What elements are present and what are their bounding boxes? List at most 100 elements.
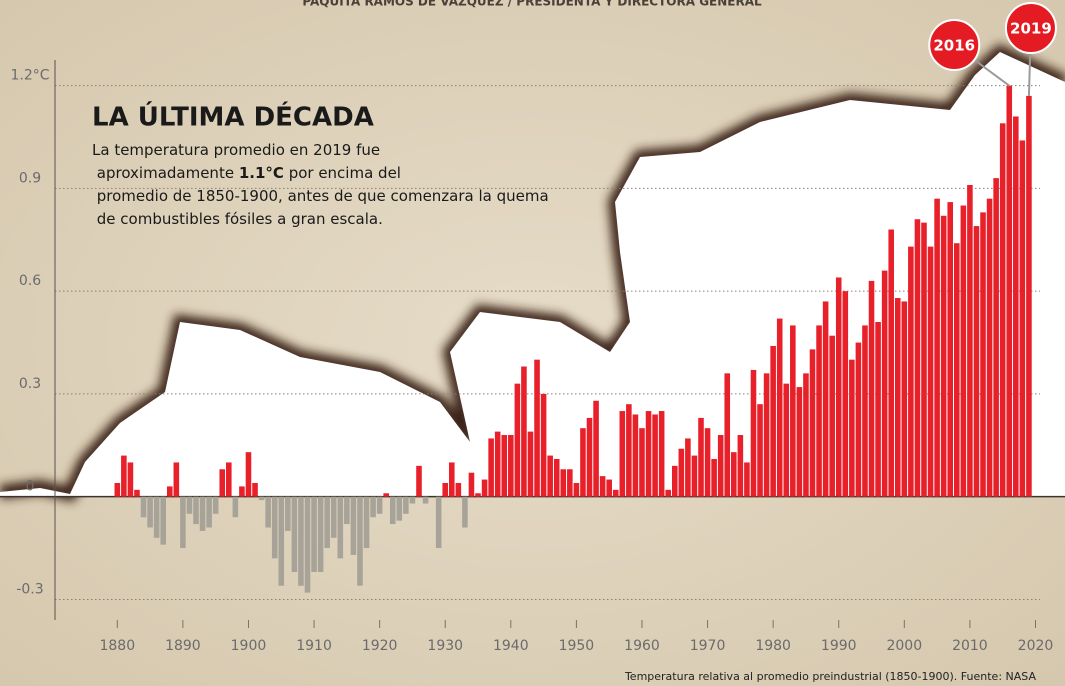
bar xyxy=(711,459,717,497)
bar xyxy=(193,497,199,524)
bar xyxy=(311,497,317,572)
bar xyxy=(633,414,639,496)
bar xyxy=(495,432,501,497)
bar xyxy=(541,394,547,497)
bar xyxy=(318,497,324,572)
bar xyxy=(593,401,599,497)
x-tick-label: 2010 xyxy=(952,638,988,654)
bar xyxy=(947,202,953,497)
bar xyxy=(187,497,193,514)
chart-title: LA ÚLTIMA DÉCADA xyxy=(92,101,374,133)
bar xyxy=(1006,86,1012,497)
subtitle-line: de combustibles fósiles a gran escala. xyxy=(92,210,383,228)
bar xyxy=(462,497,468,528)
x-tick-label: 2020 xyxy=(1018,638,1054,654)
subtitle-line: promedio de 1850-1900, antes de que come… xyxy=(92,187,549,205)
x-tick-label: 1990 xyxy=(821,638,857,654)
bar xyxy=(856,343,862,497)
bar xyxy=(744,462,750,496)
bar xyxy=(436,497,442,548)
bar xyxy=(829,336,835,497)
bar xyxy=(797,387,803,497)
bar xyxy=(941,216,947,497)
bar xyxy=(390,497,396,524)
bar xyxy=(265,497,271,528)
bar xyxy=(849,360,855,497)
bar xyxy=(600,476,606,497)
subtitle-line: por encima del xyxy=(284,164,401,182)
bar xyxy=(115,483,121,497)
bar xyxy=(1020,140,1026,496)
bar xyxy=(272,497,278,559)
bar xyxy=(134,490,140,497)
bar xyxy=(915,219,921,496)
subtitle-line: aproximadamente xyxy=(92,164,239,182)
x-tick-label: 1960 xyxy=(624,638,660,654)
bar xyxy=(167,486,173,496)
bar xyxy=(1000,123,1006,496)
bar xyxy=(790,325,796,496)
bar xyxy=(324,497,330,548)
bar xyxy=(869,281,875,497)
subtitle-line: La temperatura promedio en 2019 fue xyxy=(92,141,380,159)
subtitle-line: 1.1°C xyxy=(239,164,284,182)
bar xyxy=(528,432,534,497)
bar xyxy=(442,483,448,497)
bar xyxy=(908,247,914,497)
bar xyxy=(449,462,455,496)
x-tick-label: 1920 xyxy=(362,638,398,654)
bar xyxy=(246,452,252,497)
bar xyxy=(672,466,678,497)
bar xyxy=(574,483,580,497)
bar xyxy=(377,497,383,514)
bar xyxy=(331,497,337,538)
bar xyxy=(698,418,704,497)
y-tick-label: 0 xyxy=(26,479,35,495)
bar xyxy=(338,497,344,559)
bar xyxy=(259,497,265,500)
bar xyxy=(882,271,888,497)
bar xyxy=(816,325,822,496)
bar xyxy=(620,411,626,497)
bar xyxy=(160,497,166,545)
page: PAQUITA RAMOS DE VÁZQUEZ / PRESIDENTA Y … xyxy=(0,0,1065,686)
bar xyxy=(836,277,842,496)
bar xyxy=(174,462,180,496)
bar xyxy=(993,178,999,497)
bar xyxy=(921,223,927,497)
bar xyxy=(560,469,566,496)
bar xyxy=(416,466,422,497)
bar xyxy=(862,325,868,496)
bar xyxy=(1026,96,1032,497)
bar xyxy=(180,497,186,548)
bar xyxy=(285,497,291,531)
bar xyxy=(613,490,619,497)
bar xyxy=(974,226,980,497)
bar xyxy=(515,384,521,497)
bar xyxy=(206,497,212,528)
bar xyxy=(823,301,829,496)
bar xyxy=(482,480,488,497)
bar xyxy=(587,418,593,497)
bar xyxy=(200,497,206,531)
x-tick-label: 1900 xyxy=(231,638,267,654)
bar xyxy=(298,497,304,586)
bar xyxy=(128,462,134,496)
bar xyxy=(646,411,652,497)
y-tick-label: 0.3 xyxy=(19,376,41,392)
x-tick-label: 1910 xyxy=(296,638,332,654)
bar xyxy=(475,493,481,496)
bar xyxy=(252,483,258,497)
bar xyxy=(154,497,160,538)
bar xyxy=(501,435,507,497)
bar xyxy=(934,199,940,497)
bar xyxy=(423,497,429,504)
x-tick-label: 1980 xyxy=(755,638,791,654)
byline: PAQUITA RAMOS DE VÁZQUEZ / PRESIDENTA Y … xyxy=(302,0,762,9)
bar xyxy=(724,373,730,496)
y-tick-label: 0.9 xyxy=(19,170,41,186)
bar xyxy=(469,473,475,497)
bar xyxy=(364,497,370,548)
bar xyxy=(980,212,986,496)
bar xyxy=(567,469,573,496)
